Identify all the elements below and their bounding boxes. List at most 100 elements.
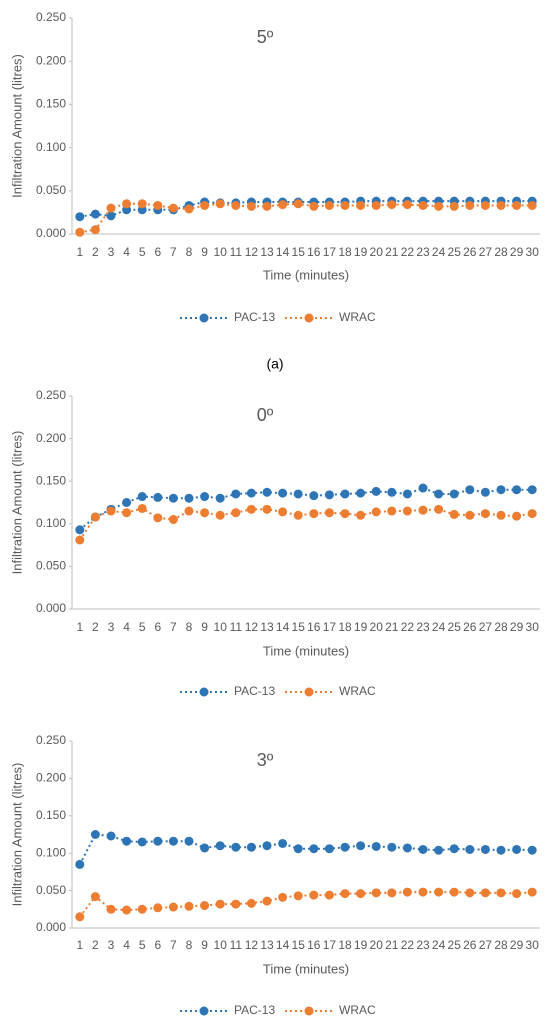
data-point: [90, 892, 100, 902]
x-tick-label: 13: [260, 938, 274, 952]
x-tick-label: 21: [385, 245, 399, 259]
data-point: [340, 889, 350, 899]
data-point: [137, 492, 147, 502]
x-axis-title: Time (minutes): [263, 961, 349, 976]
x-tick-label: 5: [139, 938, 146, 952]
data-point: [371, 841, 381, 851]
data-point: [184, 901, 194, 911]
legend-marker: [199, 313, 209, 323]
x-tick-label: 22: [401, 938, 415, 952]
data-point: [449, 887, 459, 897]
data-point: [184, 836, 194, 846]
x-tick-label: 5: [139, 620, 146, 634]
data-point: [480, 844, 490, 854]
y-tick-label: 0.000: [36, 601, 66, 615]
x-tick-label: 9: [201, 938, 208, 952]
y-tick-label: 0.000: [36, 920, 66, 934]
data-point: [246, 488, 256, 498]
x-tick-label: 6: [154, 620, 161, 634]
x-tick-label: 27: [479, 938, 493, 952]
data-point: [480, 200, 490, 210]
x-tick-label: 13: [260, 620, 274, 634]
x-tick-label: 20: [370, 245, 384, 259]
data-point: [75, 859, 85, 869]
x-tick-label: 10: [214, 938, 228, 952]
data-point: [512, 889, 522, 899]
x-tick-label: 19: [354, 620, 368, 634]
x-tick-label: 15: [292, 938, 306, 952]
y-tick-label: 0.050: [36, 883, 66, 897]
x-axis-title: Time (minutes): [263, 267, 349, 282]
data-point: [418, 200, 428, 210]
data-point: [90, 830, 100, 839]
data-point: [168, 493, 178, 503]
data-point: [356, 841, 366, 851]
data-point: [122, 905, 132, 915]
data-point: [512, 200, 522, 210]
data-point: [387, 506, 397, 516]
data-point: [465, 510, 475, 520]
data-point: [106, 904, 116, 914]
x-tick-label: 9: [201, 245, 208, 259]
data-point: [387, 842, 397, 852]
data-point: [262, 504, 272, 514]
x-axis-title: Time (minutes): [263, 643, 349, 658]
x-tick-label: 4: [123, 938, 130, 952]
data-point: [262, 896, 272, 906]
data-point: [340, 509, 350, 519]
x-tick-label: 26: [463, 938, 477, 952]
legend-marker: [304, 687, 314, 697]
x-tick-label: 29: [510, 938, 524, 952]
y-tick-label: 0.200: [36, 53, 66, 67]
data-point: [262, 841, 272, 851]
series-line: [79, 486, 533, 531]
data-point: [340, 842, 350, 852]
data-point: [215, 899, 225, 909]
series-line: [78, 507, 533, 541]
data-point: [449, 201, 459, 211]
data-point: [512, 485, 522, 495]
data-point: [137, 904, 147, 914]
data-point: [246, 842, 256, 852]
data-point: [106, 203, 116, 213]
x-tick-label: 16: [307, 938, 321, 952]
x-tick-label: 2: [92, 938, 99, 952]
data-point: [200, 901, 210, 911]
data-point: [168, 902, 178, 912]
data-point: [324, 490, 334, 500]
x-tick-label: 28: [494, 245, 508, 259]
data-point: [309, 890, 319, 900]
data-point: [262, 487, 272, 497]
legend-label: PAC-13: [234, 684, 275, 698]
data-point: [168, 203, 178, 213]
data-point: [465, 844, 475, 854]
data-point: [215, 510, 225, 520]
x-tick-label: 17: [323, 620, 337, 634]
data-point: [480, 888, 490, 898]
series-line: [78, 833, 533, 865]
data-point: [527, 485, 537, 495]
data-point: [465, 888, 475, 898]
x-tick-label: 18: [338, 620, 352, 634]
y-tick-label: 0.100: [36, 845, 66, 859]
data-point: [402, 489, 412, 499]
y-tick-label: 0.150: [36, 808, 66, 822]
data-point: [512, 511, 522, 521]
x-tick-label: 22: [401, 245, 415, 259]
chart-title: 5º: [257, 27, 274, 47]
x-tick-label: 4: [123, 620, 130, 634]
x-tick-label: 10: [214, 245, 228, 259]
data-point: [200, 492, 210, 502]
x-tick-label: 18: [338, 245, 352, 259]
series-line: [79, 200, 533, 218]
x-tick-label: 20: [370, 620, 384, 634]
data-point: [293, 844, 303, 854]
x-tick-label: 20: [370, 938, 384, 952]
legend-label: WRAC: [339, 684, 376, 698]
data-point: [215, 841, 225, 851]
y-tick-label: 0.250: [36, 10, 66, 24]
data-point: [496, 888, 506, 898]
data-point: [246, 898, 256, 908]
data-point: [200, 843, 210, 853]
data-point: [200, 508, 210, 518]
